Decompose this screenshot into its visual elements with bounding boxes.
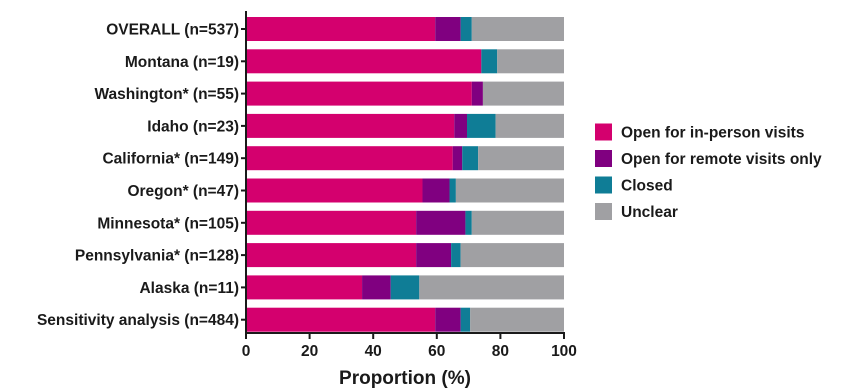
- category-label: Sensitivity analysis (n=484): [37, 312, 239, 329]
- category-label: Minnesota* (n=105): [97, 215, 239, 232]
- bar-overall-n-537-open-for-remote-visits-only: [435, 17, 461, 41]
- bar-idaho-n-23-closed: [467, 113, 496, 138]
- category-label: California* (n=149): [102, 151, 239, 168]
- legend-label: Open for in-person visits: [621, 125, 804, 142]
- bar-idaho-n-23-unclear: [495, 113, 564, 138]
- legend-label: Open for remote visits only: [621, 151, 822, 168]
- bar-montana-n-19-closed: [481, 49, 498, 74]
- bar-alaska-n-11-unclear: [419, 275, 564, 300]
- x-tick-label: 100: [551, 343, 577, 360]
- x-axis-ticks: 0 20 40 60 80 100: [242, 333, 577, 360]
- x-tick-label: 0: [242, 343, 251, 360]
- category-label: Washington* (n=55): [94, 86, 239, 103]
- bar-montana-n-19-open-for-in-person-visits: [246, 49, 482, 74]
- category-labels: OVERALL (n=537) Montana (n=19) Washington*…: [37, 22, 246, 329]
- bar-overall-n-537-unclear: [471, 17, 564, 41]
- bar-washington-n-55-unclear: [482, 81, 564, 106]
- bar-oregon-n-47-open-for-in-person-visits: [246, 178, 423, 203]
- legend: Open for in-person visits Open for remote…: [595, 123, 822, 221]
- legend-label: Unclear: [621, 204, 678, 221]
- legend-swatch-open-for-in-person-visits: [595, 123, 612, 141]
- bar-minnesota-n-105-closed: [465, 210, 472, 235]
- legend-swatch-closed: [595, 176, 612, 194]
- bar-idaho-n-23-open-for-remote-visits-only: [454, 113, 468, 138]
- x-tick-label: 40: [365, 343, 382, 360]
- bar-pennsylvania-n-128-open-for-in-person-visits: [246, 243, 417, 268]
- bar-sensitivity-analysis-n-484-open-for-in-person-visits: [246, 307, 436, 332]
- bar-minnesota-n-105-unclear: [471, 210, 564, 235]
- bar-overall-n-537-open-for-in-person-visits: [246, 17, 436, 41]
- category-label: Idaho (n=23): [147, 118, 239, 135]
- bar-montana-n-19-unclear: [497, 49, 564, 74]
- bar-oregon-n-47-open-for-remote-visits-only: [422, 178, 450, 203]
- category-label: Pennsylvania* (n=128): [75, 248, 239, 265]
- bar-california-n-149-open-for-remote-visits-only: [452, 146, 463, 171]
- legend-swatch-open-for-remote-visits-only: [595, 150, 612, 167]
- category-label: Alaska (n=11): [139, 280, 239, 297]
- x-tick-label: 60: [428, 343, 445, 360]
- x-tick-label: 20: [301, 343, 318, 360]
- bar-california-n-149-closed: [462, 146, 479, 171]
- bar-california-n-149-open-for-in-person-visits: [246, 146, 453, 171]
- bars-group: [246, 17, 564, 332]
- bar-idaho-n-23-open-for-in-person-visits: [246, 113, 455, 138]
- category-label: OVERALL (n=537): [106, 22, 239, 39]
- category-label: Oregon* (n=47): [127, 183, 239, 200]
- bar-minnesota-n-105-open-for-remote-visits-only: [416, 210, 466, 235]
- legend-label: Closed: [621, 178, 673, 195]
- bar-pennsylvania-n-128-closed: [451, 243, 461, 268]
- bar-alaska-n-11-closed: [390, 275, 420, 300]
- bar-alaska-n-11-open-for-in-person-visits: [246, 275, 363, 300]
- bar-minnesota-n-105-open-for-in-person-visits: [246, 210, 417, 235]
- bar-pennsylvania-n-128-unclear: [460, 243, 564, 268]
- bar-oregon-n-47-unclear: [455, 178, 564, 203]
- bar-oregon-n-47-closed: [449, 178, 456, 203]
- x-axis-title: Proportion (%): [339, 368, 471, 389]
- bar-alaska-n-11-open-for-remote-visits-only: [362, 275, 391, 300]
- bar-sensitivity-analysis-n-484-open-for-remote-visits-only: [435, 307, 461, 332]
- bar-sensitivity-analysis-n-484-closed: [460, 307, 471, 332]
- bar-pennsylvania-n-128-open-for-remote-visits-only: [416, 243, 452, 268]
- category-label: Montana (n=19): [125, 54, 239, 71]
- bar-california-n-149-unclear: [478, 146, 564, 171]
- bar-washington-n-55-open-for-remote-visits-only: [471, 81, 483, 106]
- bar-overall-n-537-closed: [460, 17, 472, 41]
- legend-swatch-unclear: [595, 203, 612, 220]
- bar-sensitivity-analysis-n-484-unclear: [470, 307, 564, 332]
- x-tick-label: 80: [492, 343, 509, 360]
- bar-washington-n-55-open-for-in-person-visits: [246, 81, 472, 106]
